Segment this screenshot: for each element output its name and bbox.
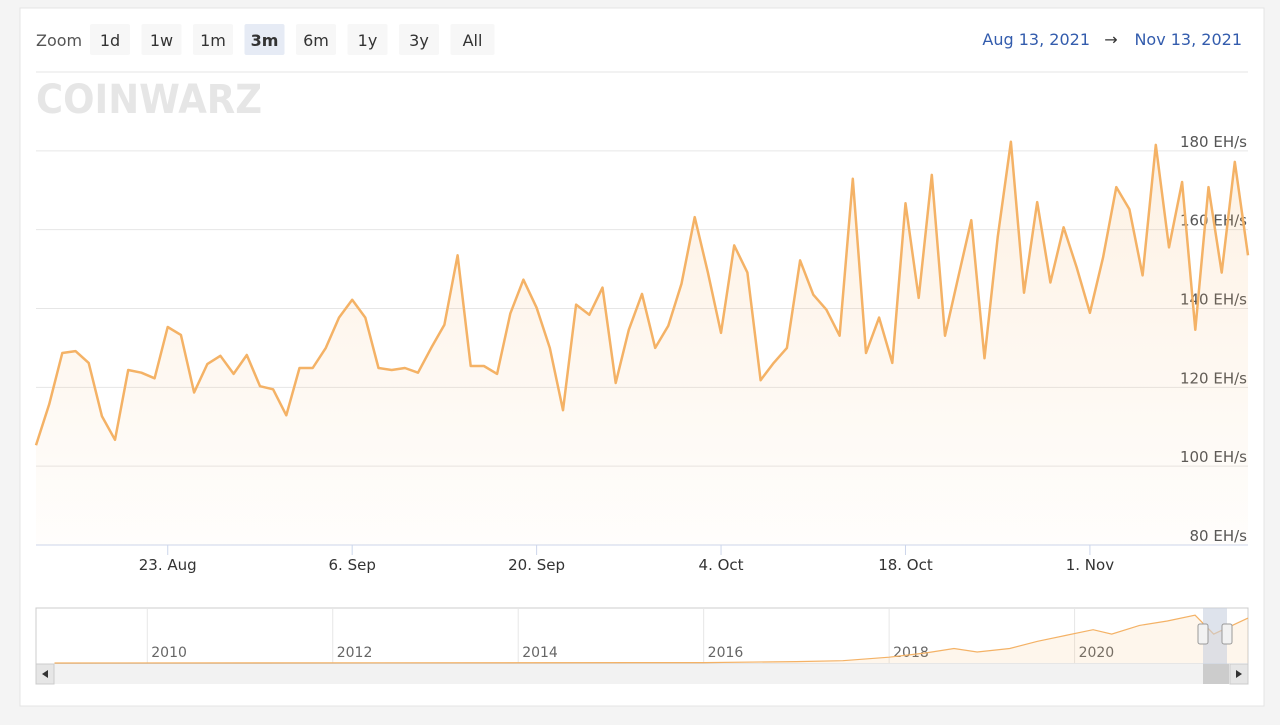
zoom-button-label[interactable]: 3y bbox=[409, 31, 429, 50]
range-arrow: → bbox=[1104, 30, 1117, 49]
navigator-handle[interactable] bbox=[1197, 623, 1209, 645]
zoom-button[interactable] bbox=[90, 24, 130, 55]
zoom-button-label[interactable]: 3m bbox=[251, 31, 279, 50]
zoom-button-label[interactable]: 1m bbox=[200, 31, 226, 50]
range-from[interactable]: Aug 13, 2021 bbox=[982, 30, 1090, 49]
x-tick-label: 20. Sep bbox=[508, 556, 565, 574]
navigator-tick-label: 2014 bbox=[522, 645, 558, 661]
zoom-button[interactable] bbox=[399, 24, 439, 55]
scrollbar[interactable] bbox=[36, 664, 1248, 684]
navigator-area bbox=[54, 615, 1248, 663]
line bbox=[34, 140, 1250, 446]
navigator-tick-label: 2016 bbox=[708, 645, 744, 661]
x-tick-label: 4. Oct bbox=[699, 556, 744, 574]
zoom-button-label[interactable]: 1w bbox=[150, 31, 173, 50]
zoom-button[interactable] bbox=[244, 24, 285, 55]
zoom-button-label[interactable]: All bbox=[463, 31, 483, 50]
zoom-button-label[interactable]: 1y bbox=[358, 31, 378, 50]
arrow-icon bbox=[1236, 670, 1242, 678]
y-tick-label: 180 EH/s bbox=[1180, 133, 1247, 151]
zoom-button[interactable] bbox=[296, 24, 336, 55]
navigator-line bbox=[54, 614, 1249, 664]
watermark: COINWARZ bbox=[36, 77, 262, 123]
area-fill bbox=[36, 141, 1248, 546]
range-to[interactable]: Nov 13, 2021 bbox=[1134, 30, 1242, 49]
navigator-handle[interactable] bbox=[1221, 623, 1233, 645]
zoom-button[interactable] bbox=[450, 24, 495, 55]
zoom-button-label[interactable]: 1d bbox=[100, 31, 120, 50]
zoom-button-label[interactable]: 6m bbox=[303, 31, 329, 50]
zoom-button[interactable] bbox=[347, 24, 388, 55]
navigator-tick-label: 2012 bbox=[337, 645, 373, 661]
x-tick-label: 6. Sep bbox=[328, 556, 375, 574]
navigator-tick-label: 2020 bbox=[1079, 645, 1115, 661]
x-tick-label: 1. Nov bbox=[1066, 556, 1114, 574]
arrow-icon bbox=[42, 670, 48, 678]
zoom-button[interactable] bbox=[193, 24, 233, 55]
navigator-tick-label: 2018 bbox=[893, 645, 929, 661]
zoom-button[interactable] bbox=[141, 24, 182, 55]
navigator-tick-label: 2010 bbox=[151, 645, 187, 661]
x-tick-label: 18. Oct bbox=[878, 556, 933, 574]
zoom-label: Zoom bbox=[36, 31, 82, 50]
scrollbar-thumb[interactable] bbox=[1203, 664, 1229, 684]
x-tick-label: 23. Aug bbox=[139, 556, 197, 574]
